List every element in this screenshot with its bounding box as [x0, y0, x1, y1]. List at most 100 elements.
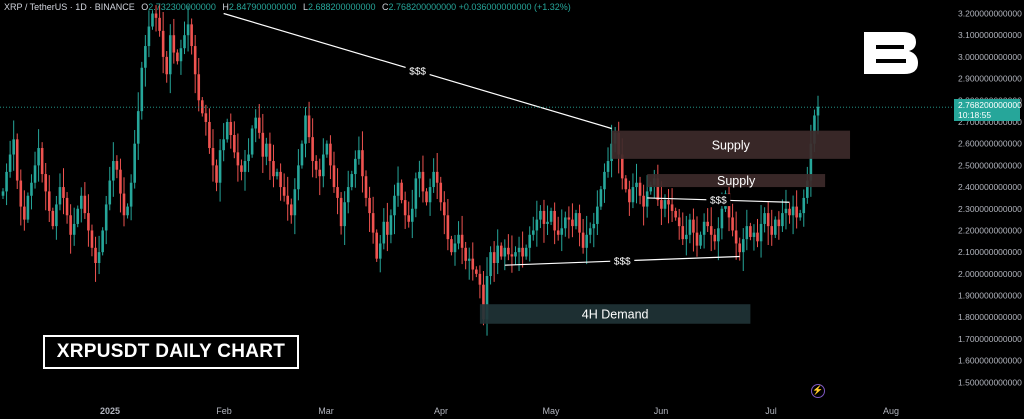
candle-body	[311, 137, 314, 162]
y-tick-label: 2.600000000000	[958, 139, 1022, 149]
candle-body	[535, 219, 539, 231]
candle-body	[261, 132, 265, 157]
candle-body	[631, 187, 635, 203]
candle-body	[222, 139, 225, 151]
x-tick-label: Jul	[765, 406, 777, 416]
candle-body	[293, 189, 297, 216]
candle-body	[79, 195, 83, 209]
candle-body	[695, 232, 699, 246]
candle-body	[499, 245, 503, 257]
y-tick-label: 3.200000000000	[958, 9, 1022, 19]
candle-body	[215, 165, 218, 183]
low-value: 2.688200000000	[307, 2, 376, 12]
candle-body	[386, 221, 389, 235]
candle-body	[788, 208, 791, 216]
candle-body	[510, 254, 514, 257]
y-tick-label: 2.400000000000	[958, 182, 1022, 192]
candle-body	[108, 180, 112, 205]
candle-body	[763, 213, 766, 224]
candle-body	[172, 35, 176, 53]
candle-body	[129, 182, 133, 207]
candle-body	[809, 143, 813, 181]
candle-body	[297, 165, 300, 190]
candle-body	[403, 200, 407, 216]
candle-body	[496, 245, 499, 263]
close-value: 2.768200000000	[388, 2, 457, 12]
candle-body	[325, 143, 329, 155]
candle-body	[539, 210, 542, 220]
candle-body	[161, 30, 165, 57]
x-tick-label: Apr	[434, 406, 448, 416]
candle-body	[756, 232, 759, 242]
x-tick-label: Aug	[883, 406, 899, 416]
liquidity-label-bg	[610, 254, 635, 267]
y-tick-label: 1.500000000000	[958, 377, 1022, 387]
candle-body	[378, 243, 382, 259]
zone-rect[interactable]	[479, 304, 751, 324]
zone-rect[interactable]	[647, 174, 826, 188]
candle-body	[766, 213, 770, 227]
candle-body	[15, 139, 19, 181]
liquidity-label: $$$	[614, 256, 631, 267]
lightning-icon[interactable]: ⚡	[811, 384, 825, 398]
y-tick-label: 1.600000000000	[958, 356, 1022, 366]
time-axis[interactable]: 2025 Feb Mar Apr May Jun Jul Aug	[100, 406, 899, 416]
candle-body	[749, 226, 752, 237]
candle-body	[592, 223, 596, 229]
candle-body	[197, 74, 201, 101]
candle-body	[201, 100, 204, 114]
candle-body	[556, 230, 560, 235]
symbol-name[interactable]: XRP / TetherUS · 1D · BINANCE	[4, 2, 135, 12]
candle-body	[69, 215, 72, 235]
candle-body	[642, 195, 645, 207]
candle-body	[578, 213, 581, 233]
candle-body	[389, 215, 393, 235]
x-tick-label: 2025	[100, 406, 120, 416]
candle-body	[40, 148, 44, 175]
candle-body	[19, 180, 23, 207]
candle-body	[165, 56, 169, 75]
y-tick-label: 2.000000000000	[958, 269, 1022, 279]
candle-body	[279, 171, 282, 188]
candle-body	[457, 234, 460, 244]
candle-body	[624, 178, 628, 190]
last-price-tag: 2.768200000000 10:18:55	[954, 99, 1022, 121]
candle-body	[439, 182, 443, 203]
candle-body	[289, 204, 293, 216]
candle-body	[471, 258, 475, 270]
candle-body	[76, 208, 80, 224]
candle-body	[485, 276, 489, 320]
y-tick-label: 2.500000000000	[958, 160, 1022, 170]
brand-b-logo-icon	[864, 32, 918, 74]
candle-body	[8, 154, 12, 172]
candle-body	[571, 219, 574, 227]
candle-body	[460, 234, 464, 248]
open-value: 2.732300000000	[148, 2, 216, 12]
candle-body	[670, 204, 674, 211]
candle-body	[350, 174, 354, 188]
candle-body	[467, 258, 471, 261]
candle-body	[798, 213, 802, 218]
change-value: +0.036000000000 (+1.32%)	[458, 2, 571, 12]
candle-body	[332, 165, 336, 188]
candle-body	[709, 226, 713, 235]
candle-body	[418, 171, 421, 179]
candle-body	[681, 226, 685, 240]
candle-body	[446, 215, 450, 240]
candle-body	[304, 115, 307, 144]
candle-body	[83, 195, 87, 214]
candle-body	[781, 213, 784, 227]
candle-body	[126, 206, 129, 216]
price-axis[interactable]: 3.200000000000 3.100000000000 3.0000000000…	[952, 0, 1024, 419]
candle-body	[770, 226, 774, 235]
candle-body	[720, 208, 724, 229]
candle-body	[567, 217, 571, 220]
candle-body	[489, 252, 492, 277]
x-tick-label: Mar	[318, 406, 334, 416]
candle-body	[272, 161, 275, 177]
candle-body	[119, 169, 122, 194]
candle-body	[514, 252, 517, 257]
y-tick-label: 3.100000000000	[958, 30, 1022, 40]
zone-rect[interactable]	[611, 130, 851, 159]
